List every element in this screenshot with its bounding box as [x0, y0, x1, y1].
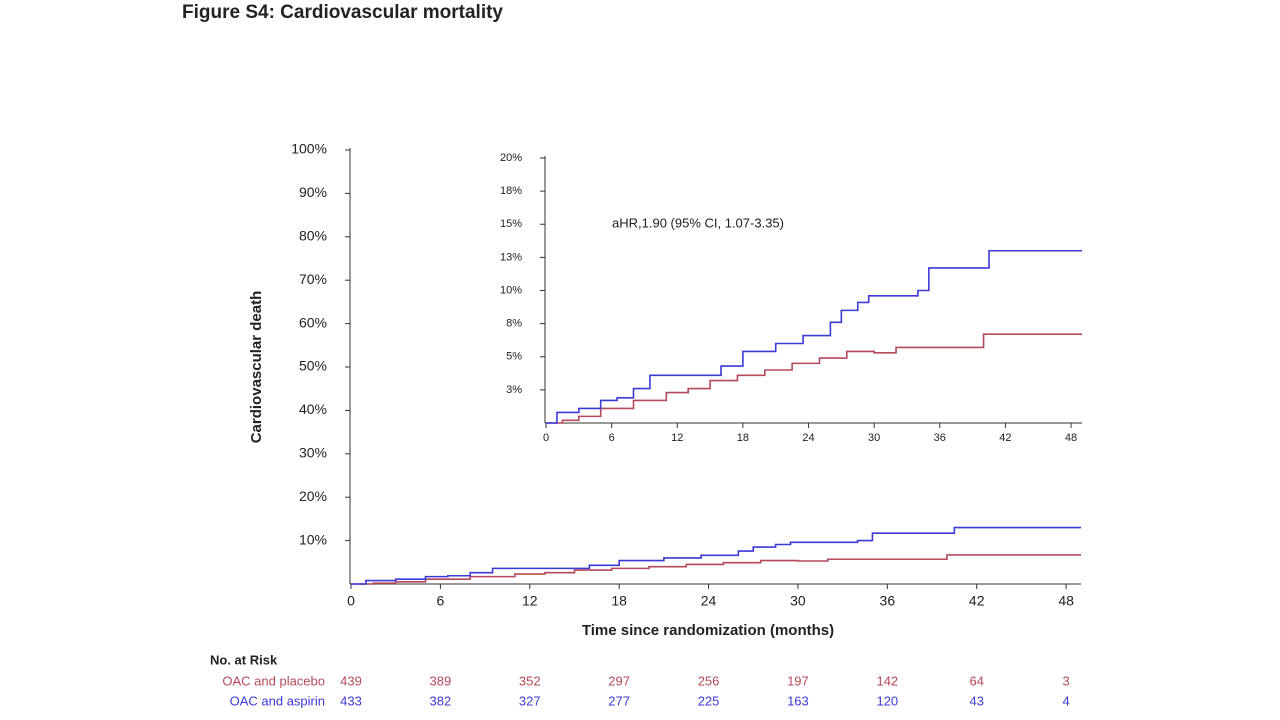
risk-count: 163	[787, 693, 809, 708]
y-tick-label: 40%	[299, 401, 327, 417]
risk-count: 382	[430, 693, 452, 708]
risk-row-label: OAC and aspirin	[230, 693, 325, 708]
risk-count: 225	[698, 693, 720, 708]
y-tick-label: 10%	[500, 284, 522, 296]
survival-curve	[546, 333, 1082, 424]
x-tick-label: 24	[701, 593, 717, 609]
y-tick-label: 15%	[500, 218, 522, 230]
y-tick-label: 70%	[299, 271, 327, 287]
survival-curve	[351, 554, 1081, 585]
risk-row-label: OAC and placebo	[222, 673, 325, 688]
risk-count: 389	[430, 673, 452, 688]
risk-count: 433	[340, 693, 362, 708]
risk-count: 352	[519, 673, 541, 688]
x-tick-label: 30	[790, 593, 806, 609]
x-tick-label: 24	[802, 432, 814, 444]
risk-count: 43	[969, 693, 983, 708]
x-tick-label: 30	[868, 432, 880, 444]
y-axis-label: Cardiovascular death	[248, 291, 265, 444]
x-tick-label: 6	[436, 593, 444, 609]
risk-count: 120	[876, 693, 898, 708]
y-tick-label: 8%	[506, 318, 522, 330]
y-tick-label: 60%	[299, 314, 327, 330]
x-tick-label: 0	[543, 432, 549, 444]
y-tick-label: 18%	[500, 185, 522, 197]
y-tick-label: 100%	[291, 141, 327, 157]
x-tick-label: 12	[671, 432, 683, 444]
annotation: aHR,1.90 (95% CI, 1.07-3.35)	[612, 215, 784, 230]
x-tick-label: 36	[880, 593, 896, 609]
x-tick-label: 42	[999, 432, 1011, 444]
x-axis-label: Time since randomization (months)	[582, 622, 834, 639]
x-tick-label: 12	[522, 593, 538, 609]
y-tick-label: 50%	[299, 358, 327, 374]
y-tick-label: 3%	[506, 384, 522, 396]
y-tick-label: 13%	[500, 251, 522, 263]
y-tick-label: 80%	[299, 228, 327, 244]
y-tick-label: 5%	[506, 351, 522, 363]
risk-count: 297	[608, 673, 630, 688]
risk-count: 439	[340, 673, 362, 688]
x-tick-label: 42	[969, 593, 985, 609]
x-tick-label: 48	[1058, 593, 1074, 609]
risk-table-title: No. at Risk	[210, 652, 278, 667]
x-tick-label: 48	[1065, 432, 1077, 444]
figure-title: Figure S4: Cardiovascular mortality	[182, 2, 503, 23]
risk-count: 3	[1062, 673, 1069, 688]
y-tick-label: 90%	[299, 184, 327, 200]
risk-count: 4	[1062, 693, 1069, 708]
x-tick-label: 6	[609, 432, 615, 444]
y-tick-label: 30%	[299, 445, 327, 461]
risk-count: 64	[969, 673, 983, 688]
x-tick-label: 18	[611, 593, 627, 609]
x-tick-label: 36	[934, 432, 946, 444]
risk-count: 142	[876, 673, 898, 688]
y-tick-label: 10%	[299, 531, 327, 547]
survival-curve	[351, 526, 1081, 585]
x-tick-label: 18	[737, 432, 749, 444]
survival-curve	[546, 249, 1082, 424]
y-tick-label: 20%	[500, 152, 522, 164]
y-tick-label: 20%	[299, 488, 327, 504]
risk-count: 327	[519, 693, 541, 708]
risk-count: 197	[787, 673, 809, 688]
risk-count: 256	[698, 673, 720, 688]
risk-count: 277	[608, 693, 630, 708]
x-tick-label: 0	[347, 593, 355, 609]
